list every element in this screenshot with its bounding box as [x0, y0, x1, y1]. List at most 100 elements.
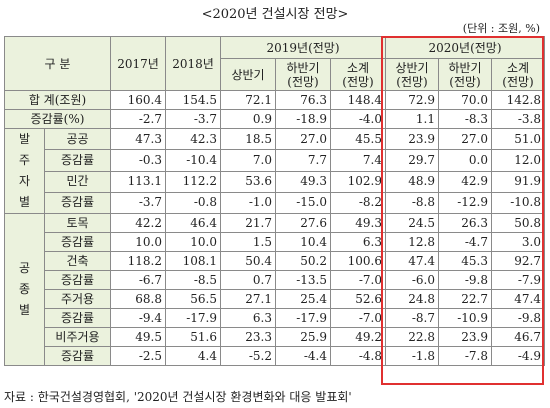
value-cell: -1.8 — [385, 346, 439, 366]
value-cell: 72.1 — [220, 90, 276, 110]
value-cell: 160.4 — [110, 90, 166, 110]
value-cell: -8.5 — [165, 270, 221, 290]
value-cell: -17.9 — [275, 308, 331, 328]
value-cell: 102.9 — [330, 170, 386, 193]
row-label: 주거용 — [44, 289, 111, 309]
value-cell: 10.0 — [165, 232, 221, 252]
value-cell: 21.7 — [220, 213, 276, 233]
value-cell: -12.9 — [438, 191, 492, 215]
table-row: 증감률 -6.7 -8.5 0.7 -13.5 -7.0 -6.0 -9.8 -7.9 — [5, 270, 545, 290]
value-cell: -3.7 — [165, 109, 221, 129]
row-label: 토목 — [44, 213, 111, 233]
value-cell: 7.0 — [220, 149, 276, 172]
value-cell: 0.7 — [220, 270, 276, 290]
value-cell: 118.2 — [110, 251, 166, 271]
value-cell: 47.4 — [385, 251, 439, 271]
table-row: 증감률 10.0 10.0 1.5 10.4 6.3 12.8 -4.7 3.0 — [5, 232, 545, 252]
value-cell: -7.8 — [438, 346, 492, 366]
value-cell: 3.0 — [491, 232, 545, 252]
value-cell: 27.1 — [220, 289, 276, 309]
row-label: 비주거용 — [44, 327, 111, 347]
row-label: 증감률 — [44, 232, 111, 252]
page-title: <2020년 건설시장 전망> — [201, 7, 349, 22]
header-row-1: 구 분 2017년 2018년 2019년(전망) 2020년(전망) — [4, 36, 545, 91]
value-cell: -8.2 — [330, 191, 386, 215]
value-cell: -8.7 — [385, 308, 439, 328]
value-cell: 45.3 — [438, 251, 492, 271]
value-cell: 72.9 — [385, 90, 439, 110]
value-cell: -0.8 — [165, 191, 221, 215]
table-row: 주거용 68.8 56.5 27.1 25.4 52.6 24.8 22.7 47.4 — [5, 289, 545, 309]
header-2020-h2: 하반기 (전망) — [438, 58, 492, 91]
header-2019-h1: 상반기 — [220, 58, 276, 91]
value-cell: 51.6 — [165, 327, 221, 347]
row-label: 공공 — [44, 127, 111, 151]
value-cell: -17.9 — [165, 308, 221, 328]
row-label: 건축 — [44, 251, 111, 271]
value-cell: 48.9 — [385, 170, 439, 193]
value-cell: 49.3 — [330, 213, 386, 233]
header-row-2: 상반기 하반기 (전망) 소계 (전망) 상반기 (전망) 하반기 (전망) 소계 (전망… — [5, 58, 545, 91]
value-cell: 47.4 — [491, 289, 545, 309]
value-cell: 92.7 — [491, 251, 545, 271]
value-cell: -6.7 — [110, 270, 166, 290]
table-row: 증감률(%) -2.7 -3.7 0.9 -18.9 -4.0 1.1 -8.3 -3.8 — [4, 109, 545, 129]
value-cell: 52.6 — [330, 289, 386, 309]
value-cell: 47.3 — [110, 127, 166, 151]
value-cell: -7.9 — [491, 270, 545, 290]
table-row: 건축 118.2 108.1 50.4 50.2 100.6 47.4 45.3 92.7 — [5, 251, 545, 271]
value-cell: 154.5 — [165, 90, 221, 110]
value-cell: 142.8 — [491, 90, 545, 110]
header-2019-h2: 하반기 (전망) — [275, 58, 331, 91]
value-cell: -9.4 — [110, 308, 166, 328]
row-label: 증감률 — [44, 308, 111, 328]
value-cell: 24.8 — [385, 289, 439, 309]
value-cell: 25.4 — [275, 289, 331, 309]
value-cell: -9.8 — [438, 270, 492, 290]
value-cell: -4.7 — [438, 232, 492, 252]
table-row: 합 계(조원) 160.4 154.5 72.1 76.3 148.4 72.9 70.0 1… — [4, 90, 545, 110]
value-cell: 23.9 — [438, 327, 492, 347]
table-row: 비주거용 49.5 51.6 23.3 25.9 49.2 22.8 23.9 46.7 — [5, 327, 545, 347]
value-cell: 24.5 — [385, 213, 439, 233]
row-label: 증감률(%) — [4, 109, 111, 129]
value-cell: -5.2 — [220, 346, 276, 366]
value-cell: 50.4 — [220, 251, 276, 271]
value-cell: -8.3 — [438, 109, 492, 129]
value-cell: -3.7 — [110, 191, 166, 215]
value-cell: -4.0 — [330, 109, 386, 129]
value-cell: 50.8 — [491, 213, 545, 233]
value-cell: 0.9 — [220, 109, 276, 129]
header-2019-total: 소계 (전망) — [330, 58, 386, 91]
value-cell: 148.4 — [330, 90, 386, 110]
table-row: 증감률 -0.3 -10.4 7.0 7.7 7.4 29.7 0.0 12.0 — [5, 149, 545, 172]
value-cell: -7.0 — [330, 270, 386, 290]
table-row: 민간 113.1 112.2 53.6 49.3 102.9 48.9 42.9 91.9 — [5, 170, 545, 193]
value-cell: -4.4 — [275, 346, 331, 366]
value-cell: 49.5 — [110, 327, 166, 347]
value-cell: -4.8 — [330, 346, 386, 366]
header-gubun: 구 분 — [4, 36, 111, 91]
value-cell: 25.9 — [275, 327, 331, 347]
value-cell: 7.4 — [330, 149, 386, 172]
value-cell: -13.5 — [275, 270, 331, 290]
value-cell: 76.3 — [275, 90, 331, 110]
header-2020: 2020년(전망) — [385, 36, 545, 59]
value-cell: 10.4 — [275, 232, 331, 252]
value-cell: -8.8 — [385, 191, 439, 215]
value-cell: 23.3 — [220, 327, 276, 347]
value-cell: 42.9 — [438, 170, 492, 193]
value-cell: 27.0 — [438, 127, 492, 151]
value-cell: 68.8 — [110, 289, 166, 309]
value-cell: 6.3 — [220, 308, 276, 328]
value-cell: 108.1 — [165, 251, 221, 271]
value-cell: -10.4 — [165, 149, 221, 172]
value-cell: 49.2 — [330, 327, 386, 347]
value-cell: 100.6 — [330, 251, 386, 271]
value-cell: -10.8 — [491, 191, 545, 215]
table-row: 증감률 -9.4 -17.9 6.3 -17.9 -7.0 -8.7 -10.9 -9.8 — [5, 308, 545, 328]
row-label: 합 계(조원) — [4, 90, 111, 110]
value-cell: -2.5 — [110, 346, 166, 366]
forecast-table: 구 분 2017년 2018년 2019년(전망) 2020년(전망) 상반기 … — [4, 36, 545, 366]
